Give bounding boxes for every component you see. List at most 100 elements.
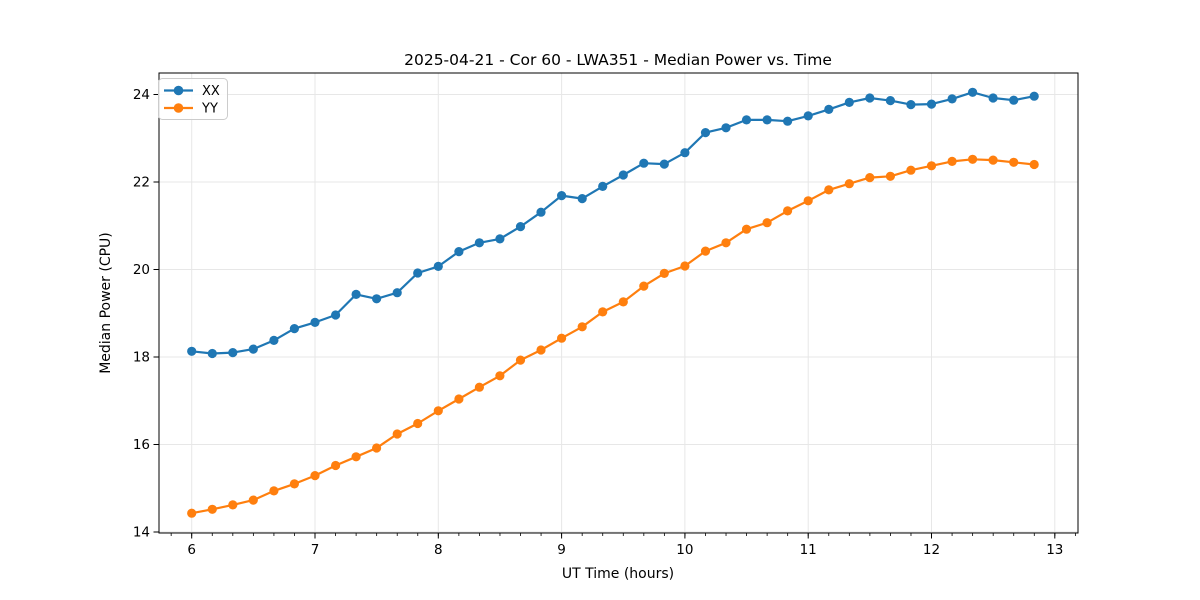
data-point-xx [413,268,423,278]
data-point-xx [474,238,484,248]
data-point-yy [289,479,299,489]
data-point-yy [1009,157,1019,167]
data-point-yy [392,429,402,439]
tick-layer: 6 7 8 9 10 11 12 13 14 16 18 20 22 24 [133,87,1076,558]
data-point-xx [515,222,526,232]
data-point-xx [741,115,752,125]
data-point-yy [700,246,711,256]
data-point-xx [721,123,731,133]
data-point-yy [331,460,341,471]
x-tick-label: 9 [557,542,566,558]
data-point-yy [228,500,238,510]
data-point-xx [700,128,711,138]
data-point-yy [310,471,320,481]
y-tick-label: 24 [133,87,150,103]
data-point-yy [926,161,937,171]
data-point-xx [639,158,649,168]
data-point-yy [988,155,998,165]
x-tick-label: 12 [923,542,940,558]
y-axis-label: Median Power (CPU) [98,232,114,374]
y-tick-label: 20 [133,262,150,278]
data-point-yy [557,333,567,343]
x-axis-label: UT Time (hours) [562,566,674,582]
data-point-xx [762,115,772,125]
data-point-xx [947,94,957,104]
data-point-xx [577,194,587,204]
data-point-yy [187,508,197,518]
data-point-xx [598,181,608,191]
data-point-yy [269,486,279,496]
data-point-xx [659,159,669,169]
x-tick-label: 8 [434,542,443,558]
data-point-xx [1029,91,1039,101]
y-tick-label: 16 [133,437,150,453]
data-point-xx [331,310,341,320]
plot-area [159,73,1078,533]
data-point-xx [207,348,217,359]
data-point-yy [968,154,978,164]
data-point-xx [187,346,197,356]
data-point-yy [947,156,957,166]
data-point-xx [269,335,279,345]
data-point-yy [598,307,608,317]
data-point-yy [413,418,423,429]
data-point-yy [741,224,752,234]
data-point-xx [228,348,238,358]
data-point-yy [618,297,628,307]
y-tick-label: 22 [133,175,150,191]
legend-marker-yy-icon [173,103,184,113]
legend-marker-xx-icon [173,85,184,96]
data-point-yy [433,406,443,416]
plot-border [158,72,1079,534]
data-point-yy [515,355,526,365]
data-point-yy [824,185,834,195]
data-point-yy [803,196,813,206]
x-tick-label: 11 [800,542,817,558]
data-point-yy [721,238,731,248]
data-point-xx [865,93,875,103]
data-point-yy [639,281,649,291]
data-point-xx [844,97,854,107]
data-point-xx [310,317,320,327]
data-point-xx [783,116,793,126]
data-point-xx [680,148,690,158]
data-point-yy [248,495,258,505]
data-point-xx [536,207,546,217]
y-tick-label: 18 [133,350,150,366]
y-tick-label: 14 [133,525,150,541]
x-tick-label: 7 [311,542,320,558]
data-point-xx [351,289,361,299]
x-tick-label: 10 [676,542,693,558]
legend: XX YY [158,78,228,120]
data-point-xx [557,191,567,201]
data-point-xx [392,288,402,298]
x-tick-label: 13 [1046,542,1063,558]
data-point-yy [844,179,854,189]
data-point-xx [968,87,978,97]
data-point-xx [248,344,258,354]
data-point-yy [474,382,484,392]
legend-item-yy: YY [164,102,218,117]
data-point-yy [536,345,546,355]
data-point-yy [659,268,669,278]
data-point-xx [289,324,299,334]
data-point-xx [988,93,998,103]
data-point-yy [577,322,587,332]
data-point-xx [495,234,505,244]
data-point-xx [926,99,937,109]
data-point-yy [1029,159,1039,170]
legend-label-xx: XX [202,84,220,99]
data-point-xx [372,294,382,304]
data-point-yy [865,173,875,183]
data-point-xx [885,96,896,106]
data-point-yy [885,171,896,181]
data-point-yy [454,394,464,404]
grid-layer [159,73,1078,533]
data-point-xx [1009,95,1019,105]
data-point-yy [207,504,217,514]
data-point-xx [906,100,916,110]
data-point-yy [495,371,505,381]
data-point-yy [783,206,793,216]
